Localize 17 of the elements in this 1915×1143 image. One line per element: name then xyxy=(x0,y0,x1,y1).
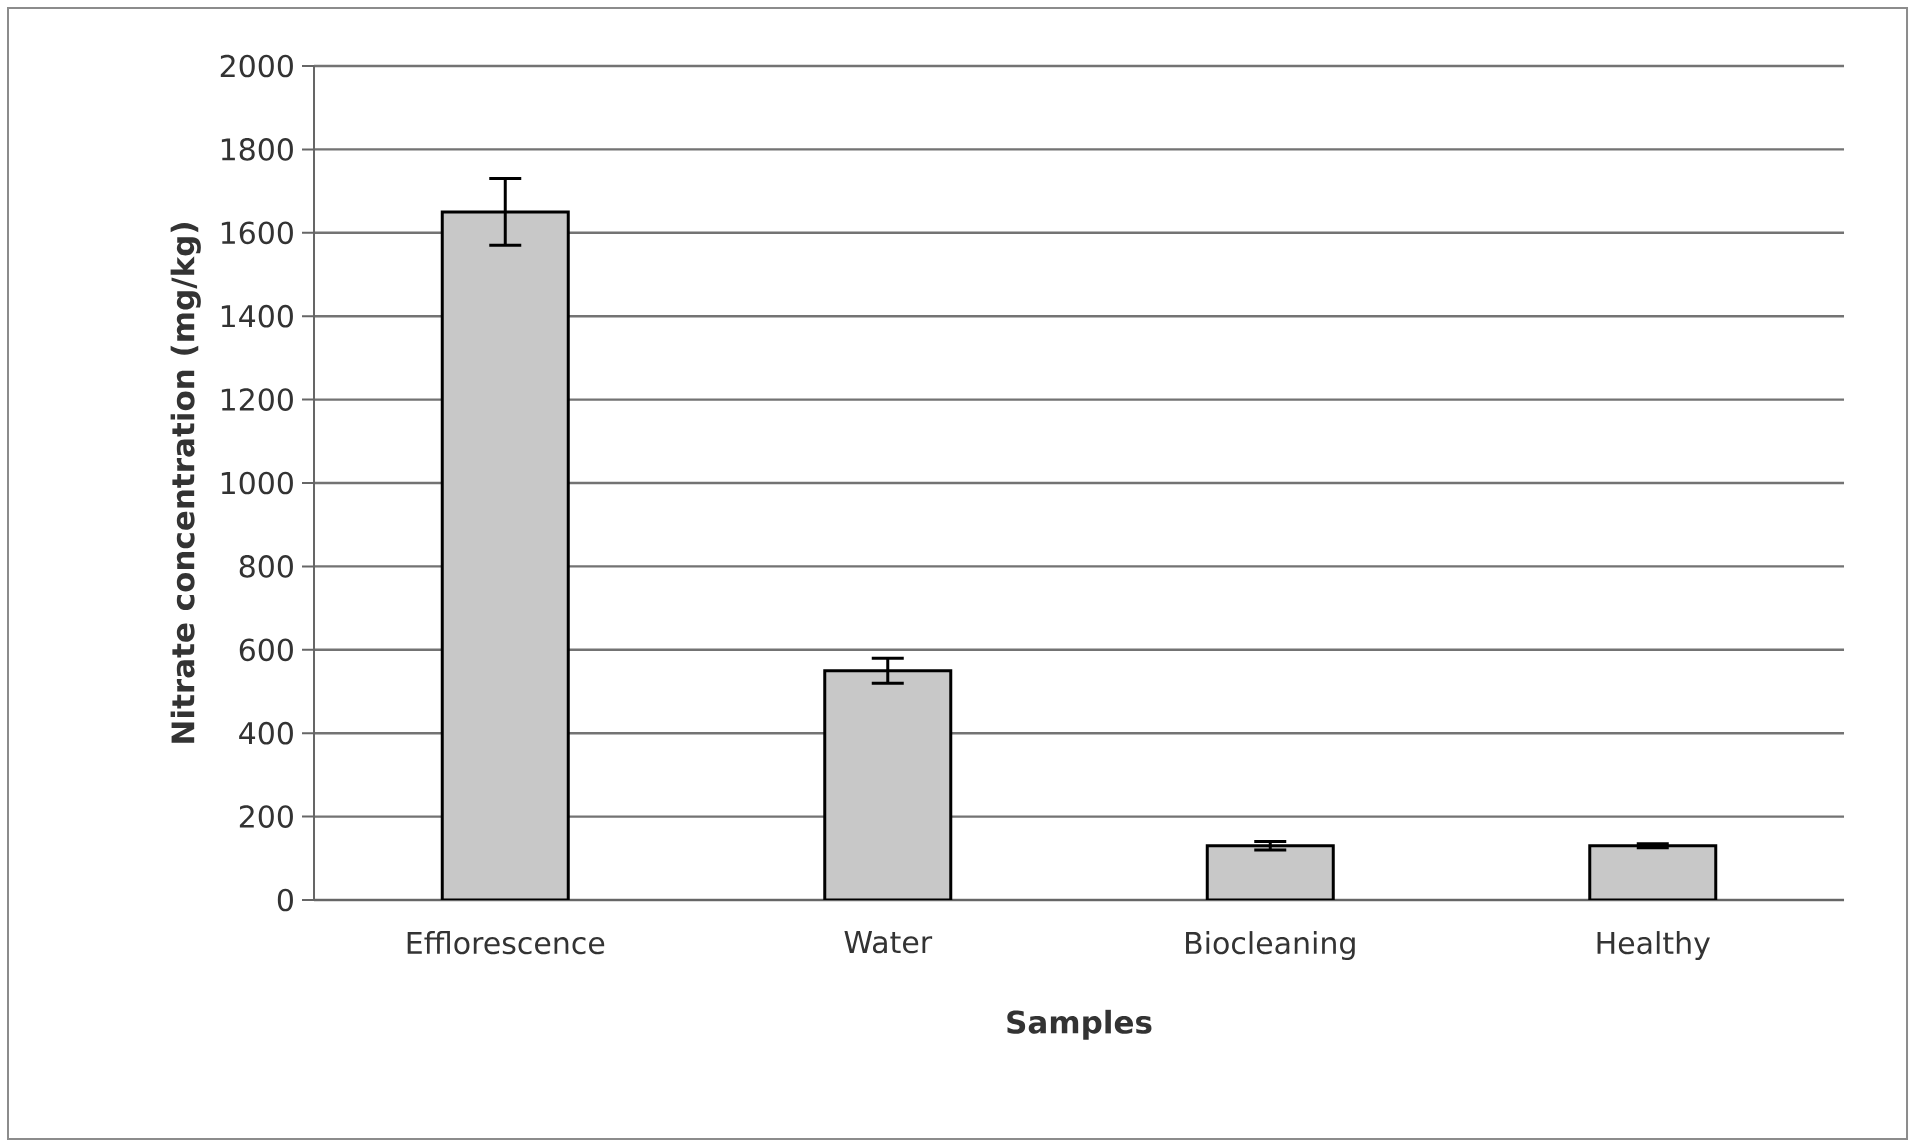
y-tick-label: 200 xyxy=(239,805,293,828)
x-tick-label: Biocleaning xyxy=(1186,931,1355,961)
y-tick-label: 1000 xyxy=(221,471,293,495)
x-axis-title: Samples xyxy=(1007,1009,1152,1040)
y-tick-label: 800 xyxy=(239,555,293,578)
x-tick-label: Healthy xyxy=(1597,931,1710,961)
y-tick-label: 1200 xyxy=(221,388,293,411)
x-tick-label: Efflorescence xyxy=(407,931,605,955)
y-tick-label: 600 xyxy=(239,638,293,662)
y-tick-label: 1400 xyxy=(221,304,293,328)
y-tick-label: 2000 xyxy=(220,54,293,78)
x-tick-label: Water xyxy=(844,931,933,954)
y-tick-label: 1600 xyxy=(221,221,293,245)
y-tick-label: 400 xyxy=(239,721,293,745)
y-tick-label: 0 xyxy=(277,888,293,912)
y-tick-label: 1800 xyxy=(221,138,293,161)
y-axis-title: Nitrate concentration (mg/kg) xyxy=(170,223,201,743)
